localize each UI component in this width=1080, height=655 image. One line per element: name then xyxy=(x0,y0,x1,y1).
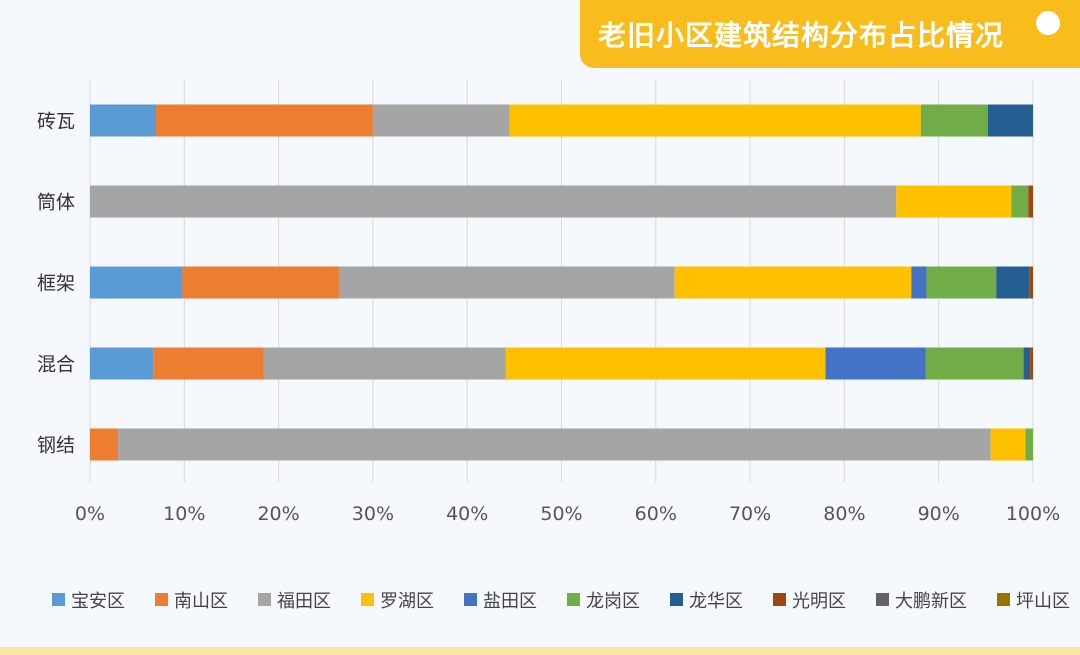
x-tick-label: 30% xyxy=(352,503,394,525)
x-tick-label: 50% xyxy=(540,503,582,525)
bar-segment xyxy=(926,266,997,299)
bar-segment xyxy=(990,428,1026,461)
bar-segment xyxy=(920,104,988,137)
x-tick-label: 20% xyxy=(257,503,299,525)
y-category-label: 钢结 xyxy=(37,435,75,457)
legend-label: 南山区 xyxy=(174,591,228,612)
legend-label: 罗湖区 xyxy=(380,591,434,612)
legend-label: 宝安区 xyxy=(71,591,125,612)
x-tick-label: 40% xyxy=(446,503,488,525)
x-tick-label: 10% xyxy=(163,503,205,525)
legend-swatch xyxy=(464,593,477,606)
stacked-bar-chart: 0% 10% 20% 30% 40% 50% 60% 70% 80% 90% 100% 砖瓦筒体框架混… xyxy=(37,80,1070,612)
bar-segment xyxy=(674,266,912,299)
legend-swatch xyxy=(361,593,374,606)
bar-segment xyxy=(1023,347,1031,380)
bar-segment xyxy=(505,347,826,380)
bar-segment xyxy=(1028,185,1033,218)
bar-segment xyxy=(1029,266,1033,299)
bar-segment xyxy=(1011,185,1029,218)
bar-segment xyxy=(372,104,510,137)
y-category-label: 筒体 xyxy=(37,192,75,214)
x-tick-label: 80% xyxy=(823,503,865,525)
x-tick-label: 100% xyxy=(1006,503,1060,525)
bar-segment xyxy=(987,104,1033,137)
legend-label: 坪山区 xyxy=(1016,591,1070,612)
legend-label: 盐田区 xyxy=(483,591,537,612)
legend-swatch xyxy=(52,593,65,606)
y-category-label: 砖瓦 xyxy=(37,111,75,133)
legend-swatch xyxy=(670,593,683,606)
legend-label: 大鹏新区 xyxy=(895,591,967,612)
bar-segment xyxy=(182,266,339,299)
legend-label: 龙岗区 xyxy=(586,591,640,612)
bar-segment xyxy=(90,347,154,380)
legend-swatch xyxy=(258,593,271,606)
bar-segment xyxy=(996,266,1030,299)
legend-swatch xyxy=(997,593,1010,606)
bar-segment xyxy=(118,428,991,461)
y-category-label: 混合 xyxy=(37,354,75,376)
legend-swatch xyxy=(773,593,786,606)
bar-segment xyxy=(925,347,1024,380)
title-banner: 老旧小区建筑结构分布占比情况 xyxy=(580,0,1080,68)
bar-segment xyxy=(1030,347,1033,380)
legend-label: 福田区 xyxy=(277,591,331,612)
decorative-dot-icon xyxy=(1036,11,1060,35)
bar-segment xyxy=(338,266,675,299)
bar-segment xyxy=(896,185,1012,218)
legend-label: 龙华区 xyxy=(689,591,743,612)
page-title: 老旧小区建筑结构分布占比情况 xyxy=(598,19,1005,52)
legend-swatch xyxy=(567,593,580,606)
bar-segment xyxy=(153,347,264,380)
x-tick-label: 60% xyxy=(635,503,677,525)
bar-segment xyxy=(825,347,926,380)
bar-segment xyxy=(90,428,119,461)
bar-segment xyxy=(90,104,157,137)
bar-segment xyxy=(509,104,921,137)
legend-swatch xyxy=(876,593,889,606)
x-tick-label: 70% xyxy=(729,503,771,525)
bar-segment xyxy=(156,104,373,137)
bottom-decorative-strip xyxy=(0,647,1080,655)
bar-segment xyxy=(90,266,183,299)
bar-segment xyxy=(263,347,506,380)
y-category-label: 框架 xyxy=(37,273,75,295)
legend-label: 光明区 xyxy=(792,591,846,612)
x-tick-label: 0% xyxy=(75,503,105,525)
legend-swatch xyxy=(155,593,168,606)
bar-segment xyxy=(1025,428,1033,461)
x-tick-label: 90% xyxy=(918,503,960,525)
bar-segment xyxy=(911,266,927,299)
bar-segment xyxy=(90,185,897,218)
